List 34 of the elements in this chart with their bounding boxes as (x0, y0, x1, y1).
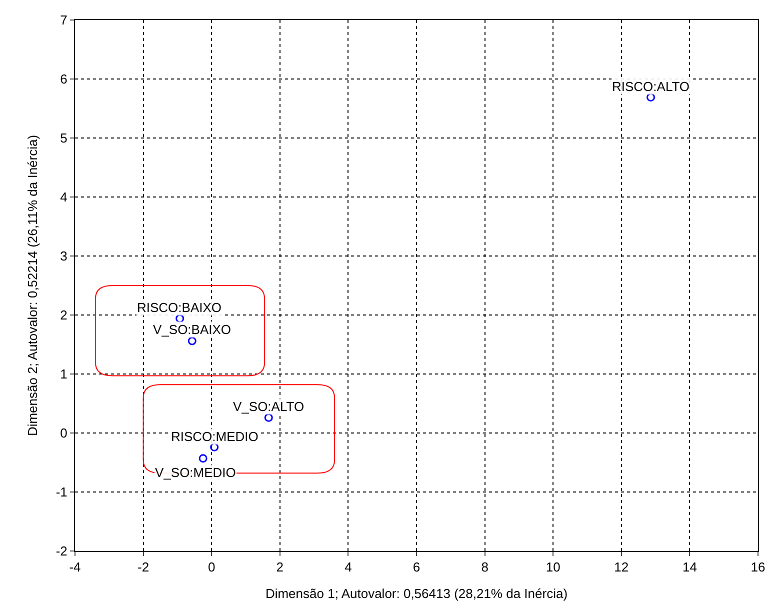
point (198, 454, 208, 463)
y-tick-label: 5 (60, 130, 68, 146)
y-tick-label: 2 (60, 308, 68, 323)
x-tick-label: 8 (481, 560, 488, 575)
x-tick-label: 16 (750, 560, 766, 575)
annotation: RISCO:MEDIO (171, 429, 258, 444)
point (646, 93, 656, 102)
y-tick-label: 4 (60, 190, 68, 205)
x-tick-label: -2 (138, 560, 150, 575)
x-tick-label: 2 (276, 560, 284, 575)
y-axis-title: Dimensão 2; Autovalor: 0,52214 (26,11% da Inércia) (24, 134, 40, 436)
annotation: RISCO:BAIXO (137, 300, 222, 315)
annotation: V_SO:MEDIO (155, 465, 236, 480)
y-tick-label: 6 (60, 72, 68, 87)
x-tick-label: 4 (344, 560, 352, 575)
point (188, 336, 196, 346)
point (210, 442, 219, 452)
annotation: V_SO:ALTO (233, 399, 304, 414)
x-tick-label: 0 (208, 560, 216, 575)
y-tick-label: 7 (60, 12, 68, 28)
annotation: RISCO:ALTO (612, 79, 690, 94)
point (176, 314, 184, 323)
y-tick-label: 3 (60, 248, 68, 264)
x-tick-label: 10 (546, 560, 560, 575)
y-tick-label: -2 (56, 544, 68, 559)
x-axis-title: Dimensão 1; Autovalor: 0,56413 (28,21% da Inércia) (265, 586, 568, 602)
y-tick-label: 0 (60, 426, 68, 441)
annotation: V_SO:BAIXO (153, 322, 232, 337)
y-tick-label: 1 (60, 366, 68, 382)
x-tick-label: 6 (412, 560, 420, 575)
x-tick-label: 14 (682, 560, 697, 575)
x-tick-label: 12 (614, 560, 629, 575)
y-tick-label: -1 (56, 484, 68, 500)
x-tick-label: -4 (69, 560, 81, 575)
